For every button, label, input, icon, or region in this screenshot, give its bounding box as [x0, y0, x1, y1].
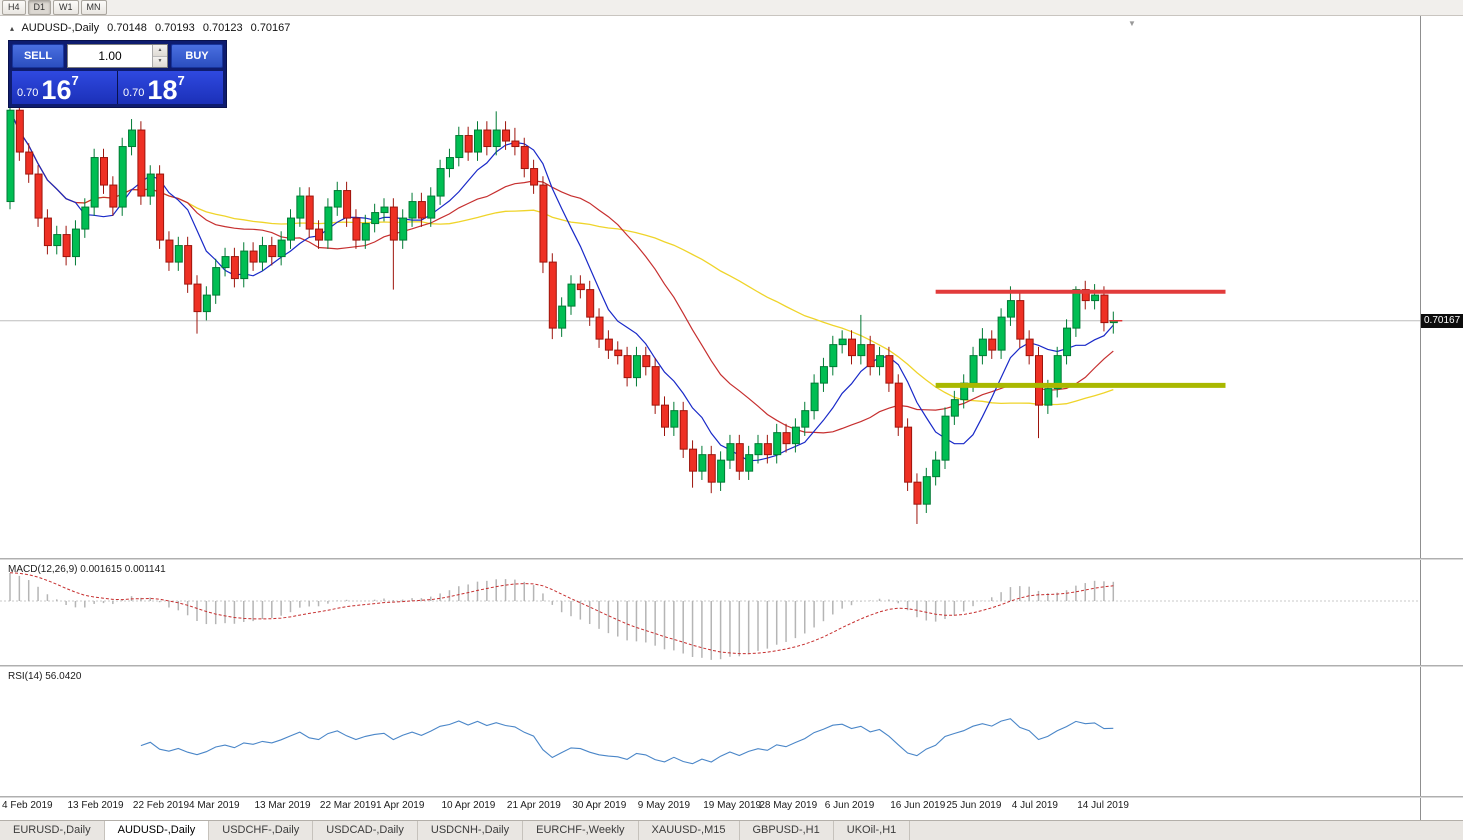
- tab-eurusd-daily[interactable]: EURUSD-,Daily: [0, 821, 105, 840]
- timeframe-button-w1[interactable]: W1: [53, 0, 79, 15]
- price-chart-panel[interactable]: [0, 16, 1421, 558]
- tab-xauusd-m15[interactable]: XAUUSD-,M15: [639, 821, 740, 840]
- candlestick-chart[interactable]: [0, 16, 1421, 558]
- date-label: 4 Jul 2019: [1011, 800, 1058, 811]
- date-label: 9 May 2019: [637, 800, 691, 811]
- date-label: 22 Feb 2019: [132, 800, 190, 811]
- timeframe-toolbar: H4 D1 W1 MN: [0, 0, 1463, 16]
- ohlc-low: 0.70123: [202, 22, 243, 34]
- current-price-label: 0.70167: [1421, 313, 1463, 328]
- ohlc-open: 0.70148: [107, 22, 147, 34]
- date-label: 10 Apr 2019: [441, 800, 496, 811]
- sell-button[interactable]: SELL: [12, 44, 64, 68]
- volume-input[interactable]: 1.00: [98, 49, 122, 63]
- date-label: 30 Apr 2019: [572, 800, 627, 811]
- date-label: 25 Jun 2019: [946, 800, 1002, 811]
- chart-title: ▴ AUDUSD-,Daily 0.70148 0.70193 0.70123 …: [10, 22, 295, 34]
- tab-eurchf-weekly[interactable]: EURCHF-,Weekly: [523, 821, 639, 840]
- tab-ukoil-h1[interactable]: UKOil-,H1: [834, 821, 911, 840]
- volume-stepper: ▲ ▼: [152, 45, 167, 67]
- timeframe-button-h4[interactable]: H4: [2, 0, 26, 15]
- date-label: 22 Mar 2019: [319, 800, 377, 811]
- timeframe-button-mn[interactable]: MN: [80, 0, 107, 15]
- chart-symbol: AUDUSD-,Daily: [21, 22, 100, 34]
- macd-panel[interactable]: [0, 560, 1421, 665]
- date-label: 1 Apr 2019: [376, 800, 425, 811]
- price-axis[interactable]: [1420, 16, 1463, 820]
- chart-tab-bar: EURUSD-,Daily AUDUSD-,Daily USDCHF-,Daily U…: [0, 820, 1463, 840]
- ohlc-high: 0.70193: [154, 22, 195, 34]
- rsi-panel[interactable]: [0, 667, 1421, 796]
- tab-gbpusd-h1[interactable]: GBPUSD-,H1: [740, 821, 834, 840]
- volume-box: 1.00 ▲ ▼: [67, 44, 168, 68]
- date-label: 6 Jun 2019: [824, 800, 875, 811]
- date-label: 4 Mar 2019: [189, 800, 240, 811]
- sell-price-pip: 7: [71, 73, 79, 88]
- panel-splitter[interactable]: [0, 558, 1463, 560]
- macd-chart[interactable]: [0, 560, 1421, 665]
- buy-quote[interactable]: 0.70 18 7: [118, 71, 223, 104]
- buy-button[interactable]: BUY: [171, 44, 223, 68]
- date-label: 28 May 2019: [759, 800, 818, 811]
- date-label: 14 Jul 2019: [1077, 800, 1129, 811]
- panel-splitter[interactable]: [0, 796, 1463, 798]
- buy-price-main: 18: [147, 75, 178, 106]
- date-label: 4 Feb 2019: [2, 800, 53, 811]
- tab-usdcnh-daily[interactable]: USDCNH-,Daily: [418, 821, 524, 840]
- date-label: 13 Mar 2019: [254, 800, 311, 811]
- timeframe-button-d1[interactable]: D1: [27, 0, 52, 15]
- date-label: 13 Feb 2019: [67, 800, 124, 811]
- volume-up-icon[interactable]: ▲: [153, 45, 167, 57]
- rsi-chart[interactable]: [0, 667, 1421, 796]
- tab-usdcad-daily[interactable]: USDCAD-,Daily: [313, 821, 418, 840]
- timeframe-buttons: H4 D1 W1 MN: [2, 0, 109, 15]
- sell-quote[interactable]: 0.70 16 7: [12, 71, 118, 104]
- date-label: 19 May 2019: [703, 800, 762, 811]
- panel-splitter[interactable]: [0, 665, 1463, 667]
- chart-shift-icon[interactable]: ▼: [1128, 19, 1136, 28]
- date-label: 16 Jun 2019: [890, 800, 946, 811]
- buy-price-prefix: 0.70: [123, 87, 145, 99]
- one-click-collapse-icon[interactable]: ▴: [10, 24, 15, 33]
- candlestick-series: [6, 86, 1118, 524]
- macd-label: MACD(12,26,9) 0.001615 0.001141: [8, 564, 166, 575]
- buy-price-pip: 7: [177, 73, 185, 88]
- tab-audusd-daily[interactable]: AUDUSD-,Daily: [104, 821, 210, 840]
- tab-usdchf-daily[interactable]: USDCHF-,Daily: [209, 821, 314, 840]
- one-click-trading-panel: SELL 1.00 ▲ ▼ BUY 0.70 16 7 0.70 18 7: [8, 40, 227, 108]
- rsi-label: RSI(14) 56.0420: [8, 671, 82, 682]
- ohlc-close: 0.70167: [250, 22, 291, 34]
- date-label: 21 Apr 2019: [506, 800, 561, 811]
- sell-price-prefix: 0.70: [17, 87, 39, 99]
- sell-price-main: 16: [41, 75, 72, 106]
- volume-down-icon[interactable]: ▼: [153, 56, 167, 67]
